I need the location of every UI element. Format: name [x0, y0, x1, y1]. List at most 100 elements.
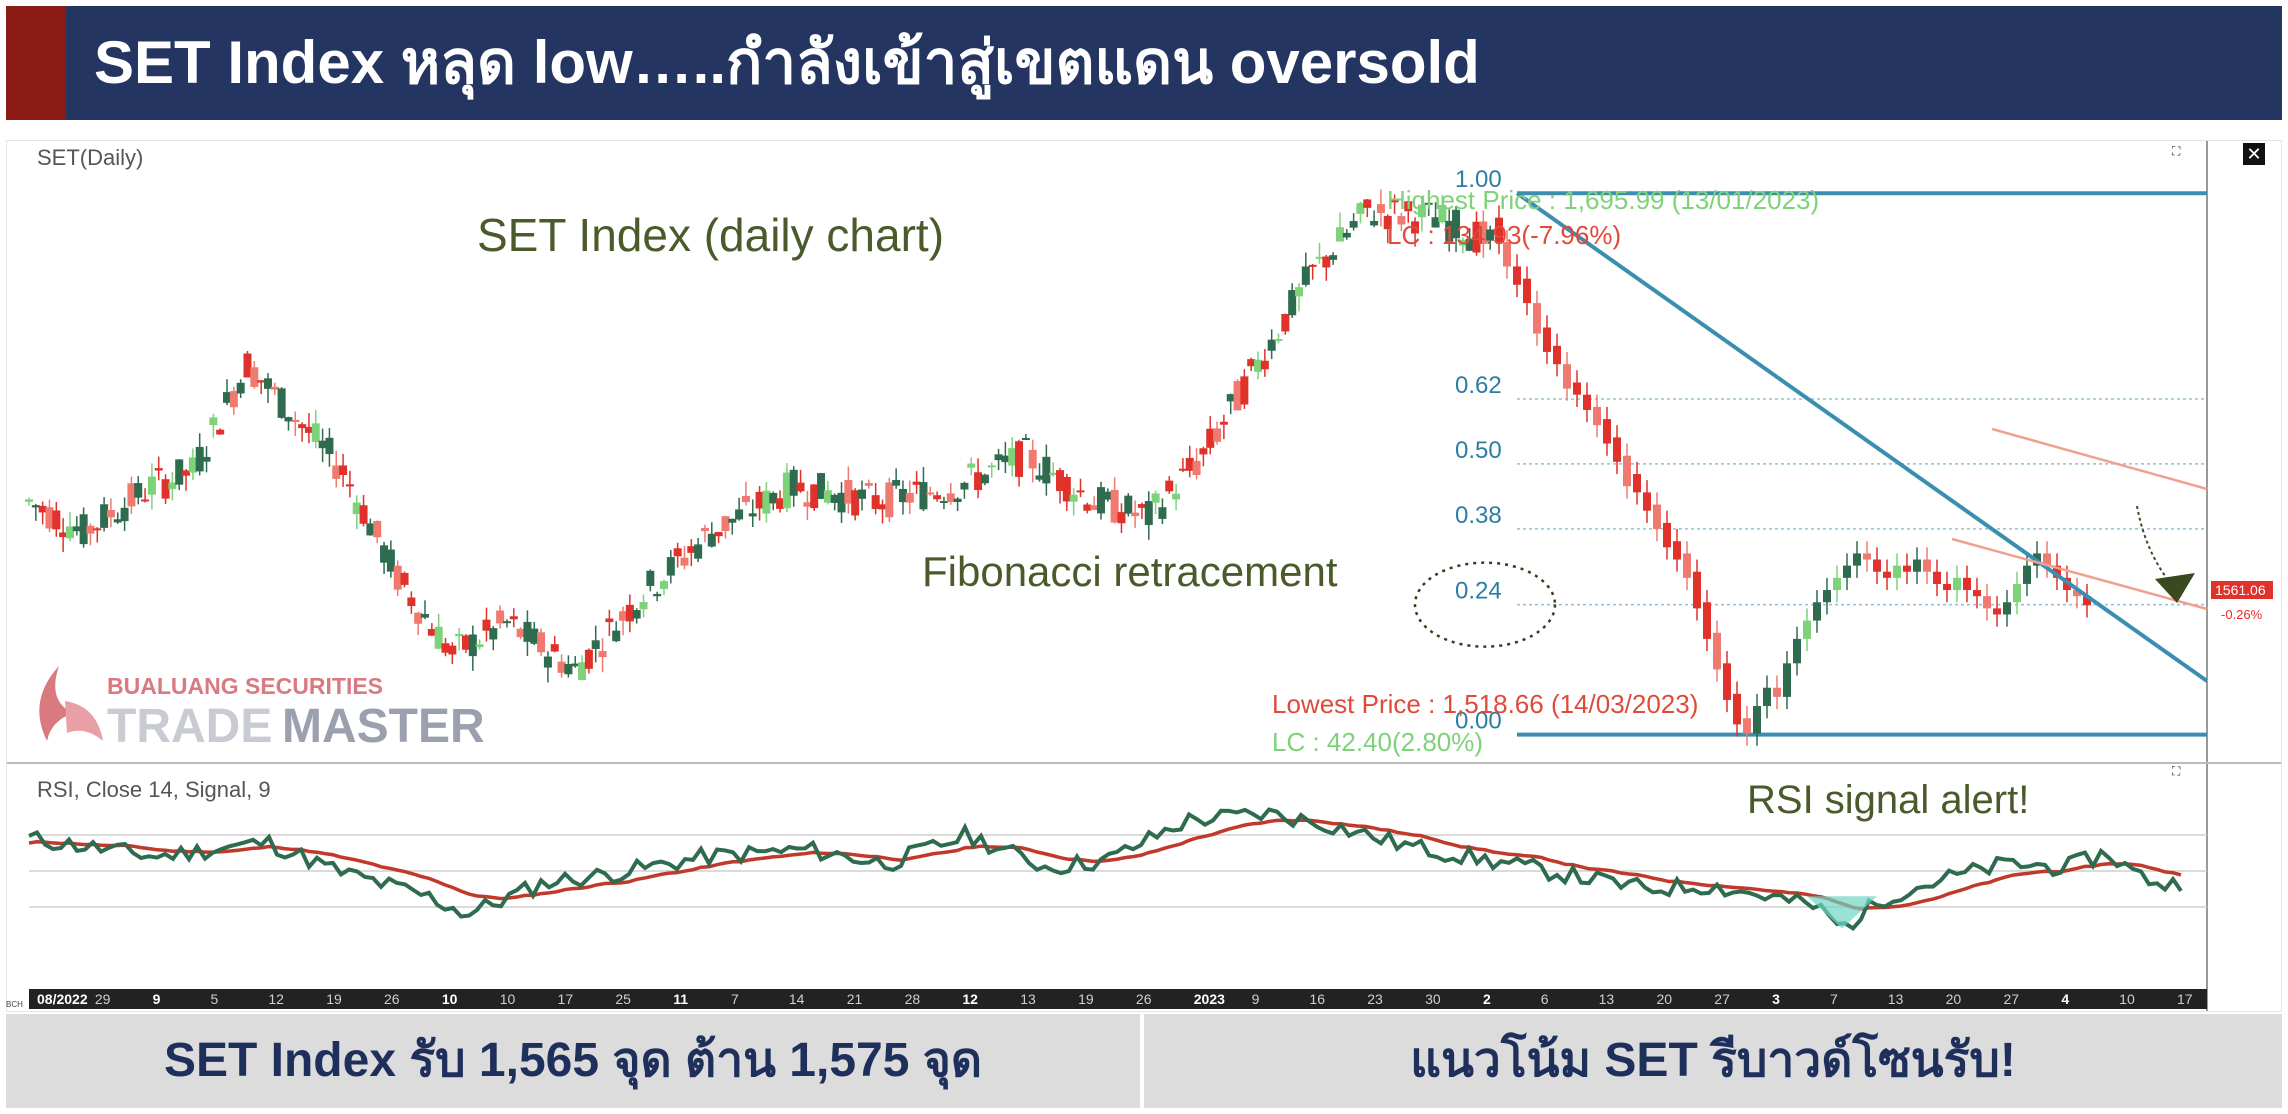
candle-body: [741, 495, 750, 503]
candle-body: [680, 557, 689, 566]
candle-body: [1923, 559, 1931, 572]
candle-body: [584, 649, 593, 669]
candle-body: [605, 618, 614, 623]
candle-body: [1783, 663, 1791, 697]
candle-body: [496, 610, 505, 624]
candle-body: [851, 490, 860, 516]
candle-body: [1523, 278, 1531, 304]
candle-body: [1417, 204, 1426, 218]
candle-body: [1035, 475, 1044, 480]
candle-body: [434, 626, 443, 649]
candle-body: [1593, 406, 1601, 426]
candle-body: [1913, 559, 1921, 572]
chart-expand-icon[interactable]: ⛶: [2172, 144, 2181, 158]
candle-body: [175, 459, 184, 485]
chart-close-button[interactable]: ✕: [2243, 143, 2265, 165]
candle-body: [1943, 583, 1951, 591]
candle-body: [769, 492, 778, 504]
candle-body: [1863, 553, 1871, 560]
candle-body: [1543, 327, 1551, 352]
candle-body: [1056, 470, 1065, 492]
x-tick-label: 27: [2003, 991, 2019, 1007]
chart-panel: 1.00 0.62 0.50 0.38 0.24 0.00 SET(Daily) SET I…: [6, 140, 2282, 1012]
candle-body: [318, 440, 327, 449]
candle-body: [1873, 559, 1881, 572]
x-tick-label: 08/2022: [37, 991, 88, 1007]
candle-body: [878, 504, 887, 510]
support-resistance-text: SET Index รับ 1,565 จุด ต้าน 1,575 จุด: [163, 1034, 983, 1087]
rsi-expand-icon[interactable]: ⛶: [2172, 764, 2181, 778]
candle-body: [482, 619, 491, 631]
downtrend-line: [1515, 191, 2209, 683]
candle-body: [1653, 504, 1661, 529]
last-price-value: 1561.06: [2215, 582, 2266, 598]
candle-body: [304, 426, 313, 433]
candle-body: [994, 454, 1003, 461]
candle-body: [817, 473, 826, 499]
candle-body: [830, 494, 839, 503]
candle-body: [1563, 364, 1571, 389]
x-tick-label: 7: [731, 991, 739, 1007]
chart-title-label: SET Index (daily chart): [477, 209, 944, 261]
lowest-lc-label: LC : 42.40(2.80%): [1272, 727, 1483, 757]
candle-body: [250, 367, 259, 387]
candle-body: [366, 523, 375, 536]
candle-body: [2083, 596, 2091, 606]
candle-body: [202, 456, 211, 462]
fib-label-0-00: 0.00: [1455, 708, 1502, 735]
x-tick-label: 12: [962, 991, 978, 1007]
rsi-panel-label: RSI, Close 14, Signal, 9: [37, 777, 271, 802]
candle-body: [912, 481, 921, 485]
candle-body: [625, 604, 634, 622]
candle-body: [619, 611, 628, 621]
candle-body: [352, 502, 361, 515]
candle-body: [1021, 438, 1030, 441]
candle-body: [694, 544, 703, 559]
candle-body: [776, 498, 785, 509]
candle-body: [1424, 202, 1433, 205]
candle-body: [448, 645, 457, 655]
candle-body: [885, 482, 894, 518]
candle-body: [216, 429, 225, 435]
candle-body: [1165, 480, 1174, 492]
candle-body: [1042, 456, 1051, 484]
candle-body: [1613, 437, 1621, 462]
candle-body: [1144, 501, 1153, 526]
candle-body: [1206, 428, 1215, 448]
candle-body: [263, 378, 272, 389]
candle-body: [1281, 313, 1290, 332]
candle-body: [1090, 505, 1099, 510]
candle-body: [72, 526, 81, 532]
candle-body: [980, 474, 989, 484]
candle-body: [1479, 221, 1488, 244]
candle-body: [1240, 376, 1249, 405]
candle-body: [803, 502, 812, 507]
candle-body: [1903, 565, 1911, 572]
x-tick-label: 9: [1252, 991, 1260, 1007]
x-tick-label: 27: [1714, 991, 1730, 1007]
x-tick-label: 13: [1599, 991, 1615, 1007]
candle-body: [1993, 608, 2001, 615]
candle-body: [1486, 229, 1495, 241]
candle-body: [243, 353, 252, 378]
candle-body: [1301, 266, 1310, 285]
forecast-arrow-head: [2155, 573, 2195, 603]
logo-master-text: MASTER: [282, 700, 485, 753]
x-tick-label: 17: [2177, 991, 2193, 1007]
candle-body: [106, 509, 115, 518]
candle-body: [1308, 264, 1317, 267]
candle-body: [1383, 215, 1392, 230]
candle-body: [147, 476, 156, 495]
candle-body: [455, 633, 464, 637]
candle-body: [1404, 201, 1413, 212]
candle-body: [209, 417, 218, 426]
candle-body: [550, 644, 559, 652]
candle-body: [1137, 504, 1146, 508]
lowest-price-label: Lowest Price : 1,518.66 (14/03/2023): [1272, 689, 1698, 719]
page-title: SET Index หลุด low…..กำลังเข้าสู่เขตแดน …: [94, 29, 1480, 96]
candle-body: [1376, 204, 1385, 214]
candle-body: [407, 597, 416, 607]
channel-upper-line: [1991, 427, 2208, 491]
candle-body: [1843, 565, 1851, 578]
